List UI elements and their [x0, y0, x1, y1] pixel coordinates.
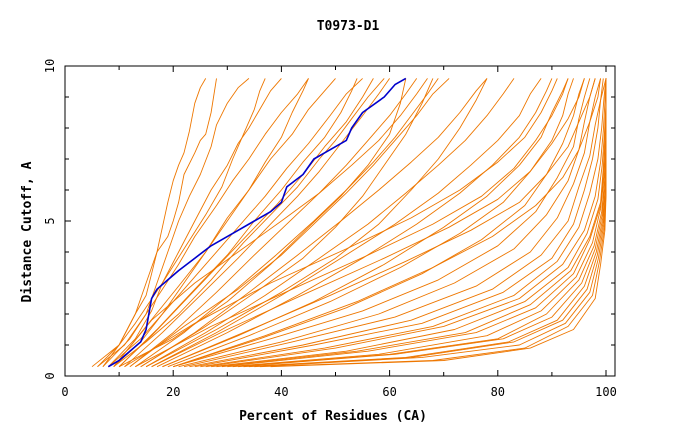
series-line-28 — [211, 78, 607, 368]
y-axis-label: Distance Cutoff, A — [20, 161, 35, 302]
series-line-16 — [151, 78, 542, 368]
series-line-41 — [113, 78, 428, 367]
x-tick-label-20: 20 — [166, 385, 180, 399]
series-line-17 — [156, 78, 553, 368]
x-tick-label-80: 80 — [491, 385, 505, 399]
series-line-25 — [194, 78, 607, 368]
x-tick-label-60: 60 — [382, 385, 396, 399]
plot-frame — [64, 65, 616, 377]
y-tick-label-10: 10 — [43, 59, 57, 73]
y-tick-label-5: 5 — [43, 217, 57, 224]
series-line-22 — [178, 78, 596, 368]
series-line-14 — [140, 78, 488, 368]
series-line-1 — [91, 78, 217, 368]
series-line-8 — [118, 78, 374, 368]
series-line-50 — [118, 78, 358, 368]
series-line-15 — [145, 78, 515, 368]
series-line-12 — [135, 78, 439, 368]
series-layer — [91, 77, 607, 368]
series-line-23 — [183, 78, 602, 368]
x-tick-label-100: 100 — [595, 385, 617, 399]
series-line-42 — [145, 78, 488, 368]
series-line-26 — [200, 78, 607, 368]
series-line-47 — [173, 78, 602, 368]
series-line-2 — [97, 78, 207, 368]
y-tick-label-0: 0 — [43, 372, 57, 379]
highlight-series-line — [107, 77, 407, 368]
x-tick-label-0: 0 — [61, 385, 68, 399]
series-line-49 — [113, 78, 309, 367]
series-line-20 — [173, 78, 585, 368]
series-line-44 — [135, 78, 569, 368]
x-axis-label: Percent of Residues (CA) — [239, 409, 427, 424]
x-tick-label-40: 40 — [274, 385, 288, 399]
series-line-18 — [162, 78, 569, 368]
series-line-24 — [189, 78, 604, 368]
series-line-45 — [151, 78, 585, 368]
chart-title: T0973-D1 — [317, 19, 380, 34]
series-line-9 — [113, 78, 385, 368]
series-line-38 — [270, 78, 607, 368]
series-line-5 — [97, 78, 309, 368]
ticks-layer: 0 20 40 60 80 100 0 5 10 — [43, 59, 617, 399]
series-line-46 — [162, 78, 596, 368]
series-line-39 — [129, 78, 450, 368]
series-line-7 — [108, 78, 363, 368]
series-line-4 — [107, 78, 282, 368]
series-line-43 — [124, 78, 558, 368]
series-line-40 — [140, 78, 434, 368]
series-line-19 — [167, 78, 574, 368]
series-line-21 — [173, 78, 591, 368]
series-line-27 — [205, 78, 607, 368]
